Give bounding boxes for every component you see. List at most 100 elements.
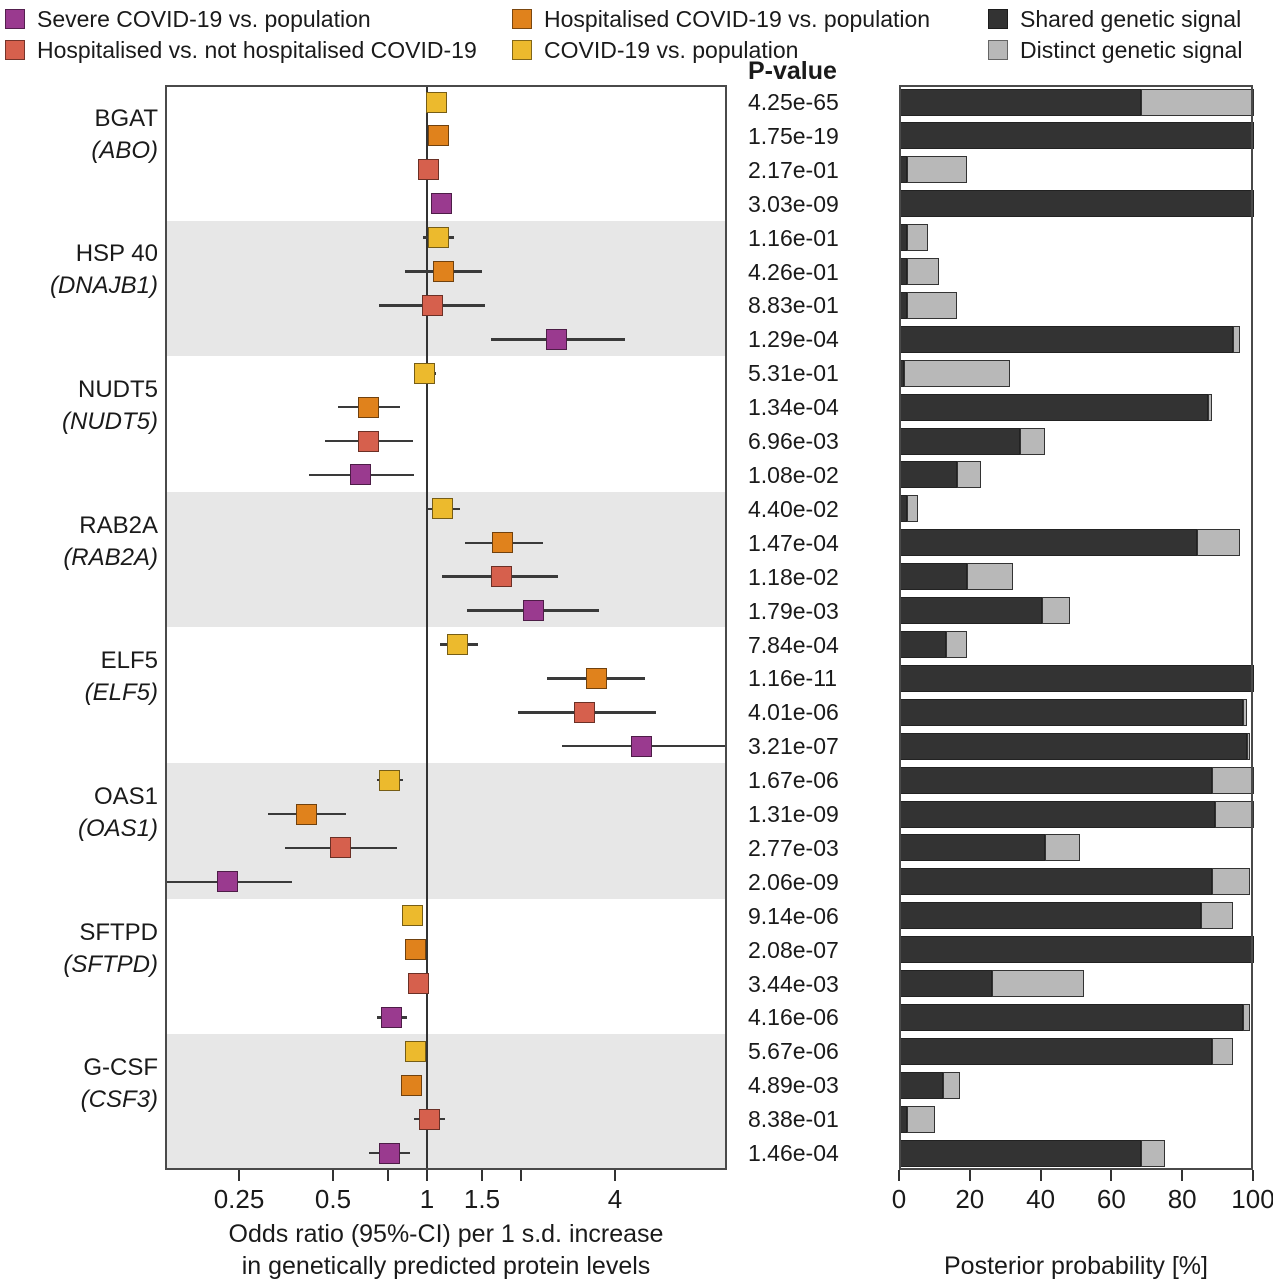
p-value: 8.38e-01 — [748, 1106, 839, 1133]
or-marker-hosp_vs_pop — [428, 125, 450, 147]
p-value: 9.14e-06 — [748, 902, 839, 929]
p-value: 7.84e-04 — [748, 631, 839, 658]
p-value: 3.21e-07 — [748, 733, 839, 760]
gene-label-hsp-40: HSP 40 (DNAJB1) — [0, 238, 158, 302]
shared-signal-bar — [900, 732, 1247, 760]
legend-label-distinct-signal: Distinct genetic signal — [1020, 37, 1243, 63]
distinct-signal-bar — [903, 359, 1010, 387]
shared-signal-bar — [900, 88, 1141, 116]
shared-signal-bar — [900, 291, 908, 319]
p-value: 8.83e-01 — [748, 292, 839, 319]
pvalue-header: P-value — [748, 57, 837, 85]
bar-axis-tick-label: 20 — [955, 1184, 985, 1214]
shared-signal-bar — [900, 258, 908, 285]
shared-signal-bar — [900, 1139, 1141, 1167]
distinct-signal-bar — [992, 970, 1084, 997]
shared-signal-bar — [900, 461, 957, 489]
or-marker-covid_vs_pop — [431, 498, 453, 520]
protein-name: HSP 40 — [75, 240, 158, 268]
legend-label-covid-vs-pop: COVID-19 vs. population — [544, 37, 799, 63]
gene-label-rab2a: RAB2A (RAB2A) — [0, 510, 158, 574]
distinct-signal-bar — [967, 563, 1014, 591]
p-value: 1.75e-19 — [748, 122, 839, 149]
distinct-signal-bar — [1208, 393, 1212, 421]
legend-marker-hosp-vs-pop — [512, 9, 532, 29]
or-marker-covid_vs_pop — [425, 91, 447, 113]
or-marker-covid_vs_pop — [446, 634, 468, 655]
or-marker-hosp_vs_nothosp — [421, 294, 443, 316]
shared-signal-bar — [900, 1071, 943, 1099]
or-marker-severe — [523, 600, 545, 621]
bar-axis-tick-label: 0 — [891, 1184, 907, 1214]
bar-axis-tick — [1252, 1170, 1254, 1181]
gene-label-g-csf: G-CSF (CSF3) — [0, 1052, 158, 1116]
gene-symbol: (NUDT5) — [62, 408, 158, 436]
p-value: 1.29e-04 — [748, 326, 839, 353]
gene-symbol: (SFTPD) — [63, 950, 158, 978]
bar-axis-tick-label: 80 — [1167, 1184, 1197, 1214]
or-marker-hosp_vs_nothosp — [419, 1108, 441, 1130]
p-value: 1.08e-02 — [748, 461, 839, 488]
protein-name: NUDT5 — [77, 376, 158, 404]
or-marker-severe — [349, 464, 371, 486]
or-marker-hosp_vs_pop — [586, 667, 608, 689]
shared-signal-bar — [900, 427, 1021, 455]
distinct-signal-bar — [1020, 427, 1046, 455]
p-value: 2.17e-01 — [748, 156, 839, 183]
bar-axis-tick — [968, 1170, 971, 1181]
gene-symbol: (RAB2A) — [63, 543, 158, 571]
or-marker-hosp_vs_pop — [295, 803, 317, 825]
or-marker-hosp_vs_pop — [433, 261, 455, 282]
shared-signal-bar — [900, 597, 1042, 624]
shared-signal-bar — [900, 766, 1212, 794]
or-marker-hosp_vs_nothosp — [417, 159, 439, 181]
shared-signal-bar — [900, 800, 1216, 828]
forest-axis-tick-label: 0.5 — [314, 1184, 352, 1214]
gene-label-sftpd: SFTPD (SFTPD) — [0, 917, 158, 981]
or-marker-hosp_vs_nothosp — [330, 837, 352, 859]
p-value: 4.25e-65 — [748, 89, 839, 115]
p-value: 5.31e-01 — [748, 360, 839, 387]
gene-label-oas1: OAS1 (OAS1) — [0, 781, 158, 845]
forest-axis-title-line1: Odds ratio (95%-CI) per 1 s.d. increase — [228, 1220, 664, 1248]
bar-axis-tick — [1039, 1170, 1042, 1181]
legend-label-hosp-vs-nothosp: Hospitalised vs. not hospitalised COVID-… — [37, 37, 477, 63]
or-marker-severe — [430, 193, 452, 215]
legend-marker-hosp-vs-nothosp — [5, 40, 25, 60]
or-marker-hosp_vs_nothosp — [358, 430, 380, 452]
distinct-signal-bar — [1045, 834, 1081, 862]
p-value: 1.18e-02 — [748, 563, 839, 590]
distinct-signal-bar — [1215, 800, 1254, 828]
forest-axis-title-line2: in genetically predicted protein levels — [241, 1252, 651, 1279]
protein-name: SFTPD — [79, 918, 158, 946]
p-value: 1.16e-11 — [748, 665, 838, 692]
shared-signal-bar — [900, 325, 1233, 353]
shared-signal-bar — [900, 529, 1198, 557]
distinct-signal-bar — [1140, 88, 1254, 116]
p-value: 1.31e-09 — [748, 801, 839, 827]
bar-axis-tick — [1110, 1170, 1113, 1181]
gene-symbol: (OAS1) — [77, 814, 158, 842]
bar-axis-tick-label: 60 — [1096, 1184, 1126, 1214]
or-marker-hosp_vs_nothosp — [408, 973, 430, 994]
p-value: 4.40e-02 — [748, 495, 839, 522]
p-value: 4.01e-06 — [748, 699, 839, 726]
gene-symbol: (ELF5) — [84, 679, 158, 707]
p-value: 2.77e-03 — [748, 834, 839, 861]
shared-signal-bar — [900, 122, 1254, 150]
distinct-signal-bar — [956, 461, 982, 489]
p-value: 6.96e-03 — [748, 428, 839, 454]
gene-symbol: (ABO) — [91, 136, 158, 164]
forest-axis-tick — [387, 1170, 389, 1181]
shared-signal-bar — [900, 698, 1244, 726]
distinct-signal-bar — [907, 291, 957, 319]
or-marker-covid_vs_pop — [428, 227, 450, 249]
shared-signal-bar — [900, 1003, 1244, 1031]
protein-name: G-CSF — [83, 1054, 158, 1082]
protein-name: RAB2A — [79, 511, 158, 539]
or-marker-severe — [546, 328, 568, 350]
distinct-signal-bar — [1243, 698, 1247, 726]
shared-signal-bar — [900, 190, 1254, 218]
gene-band — [165, 1034, 727, 1170]
